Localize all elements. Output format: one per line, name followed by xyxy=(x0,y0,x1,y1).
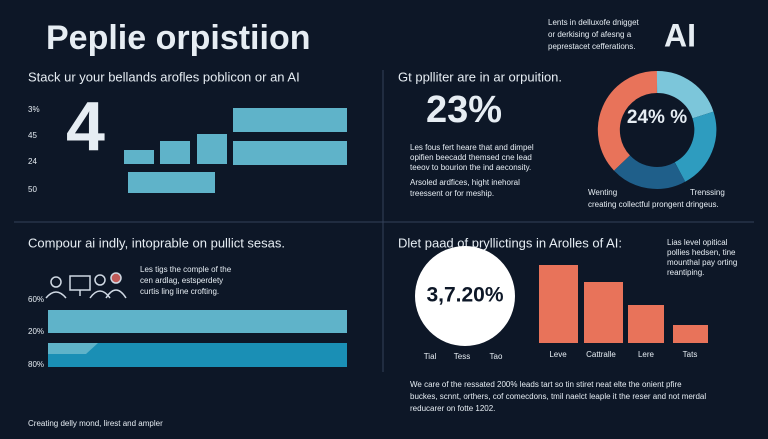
big-number: 4 xyxy=(66,87,105,165)
header-note: peprestacet cefferations. xyxy=(548,42,635,51)
label: Lere xyxy=(638,350,655,359)
donut xyxy=(597,70,717,189)
paragraph: Les fous fert heare that and dimpel xyxy=(410,143,534,152)
big-number: 23% xyxy=(426,89,502,131)
header-note: or derkising of afesng a xyxy=(548,30,632,39)
label: Wenting xyxy=(588,188,617,197)
paragraph: reantiping. xyxy=(667,268,704,277)
paragraph: curtis ling line crofting. xyxy=(140,287,219,296)
band xyxy=(48,343,347,367)
label: Tats xyxy=(683,350,698,359)
paragraph: Les tigs the comple of the xyxy=(140,265,232,274)
label: 20% xyxy=(28,327,44,336)
paragraph: Lias level opitical xyxy=(667,238,728,247)
footer-text: buckes, scnnt, orthers, cof comecdons, t… xyxy=(410,392,706,401)
circle xyxy=(415,246,515,346)
label: Leve xyxy=(549,350,567,359)
panel-title: Stack ur your bellands arofles poblicon … xyxy=(28,69,300,84)
panel-title: Gt pplliter are in ar orpuition. xyxy=(398,69,562,84)
label: 80% xyxy=(28,360,44,369)
panel-title: Compour ai indly, intoprable on pullict … xyxy=(28,235,285,250)
paragraph: teeov to bourion the ind aeconsity. xyxy=(410,163,531,172)
paragraph: opifien beecadd themsed cne lead xyxy=(410,153,532,162)
panel-title: Dlet paad of pryllictings in Arolles of … xyxy=(398,235,622,250)
label: 24 xyxy=(28,157,37,166)
paragraph: treessent or for meship. xyxy=(410,189,494,198)
label: Tial xyxy=(424,352,437,361)
label: 60% xyxy=(28,295,44,304)
bars xyxy=(124,108,347,193)
bars xyxy=(539,265,708,343)
label: 3% xyxy=(28,105,40,114)
label: Cattralle xyxy=(586,350,616,359)
donut-label: 24% % xyxy=(627,107,687,128)
band xyxy=(48,310,347,333)
label: 45 xyxy=(28,131,37,140)
label: 50 xyxy=(28,185,37,194)
paragraph: mounthal pay orting xyxy=(667,258,737,267)
badge: AI xyxy=(664,17,696,53)
circle-label: 3,7.20% xyxy=(426,284,503,307)
footer-caption: Creating delly mond, lirest and ampler xyxy=(28,419,163,428)
icons xyxy=(45,272,127,299)
paragraph: pollies hedsen, tine xyxy=(667,248,736,257)
paragraph: Arsoled ardfices, hight inehoral xyxy=(410,178,520,187)
label: Tao xyxy=(490,352,503,361)
caption: creating collectful prongent dringeus. xyxy=(588,200,719,209)
header-note: Lents in delluxofe dnigget xyxy=(548,18,640,27)
footer-text: reducarer on fotte 1202. xyxy=(410,404,495,413)
label: Tess xyxy=(454,352,470,361)
footer-text: We care of the ressated 200% leads tart … xyxy=(410,380,682,389)
paragraph: cen ardlag, estsperdety xyxy=(140,276,223,285)
label: Trenssing xyxy=(690,188,725,197)
title: Peplie orpistiion xyxy=(46,19,310,57)
